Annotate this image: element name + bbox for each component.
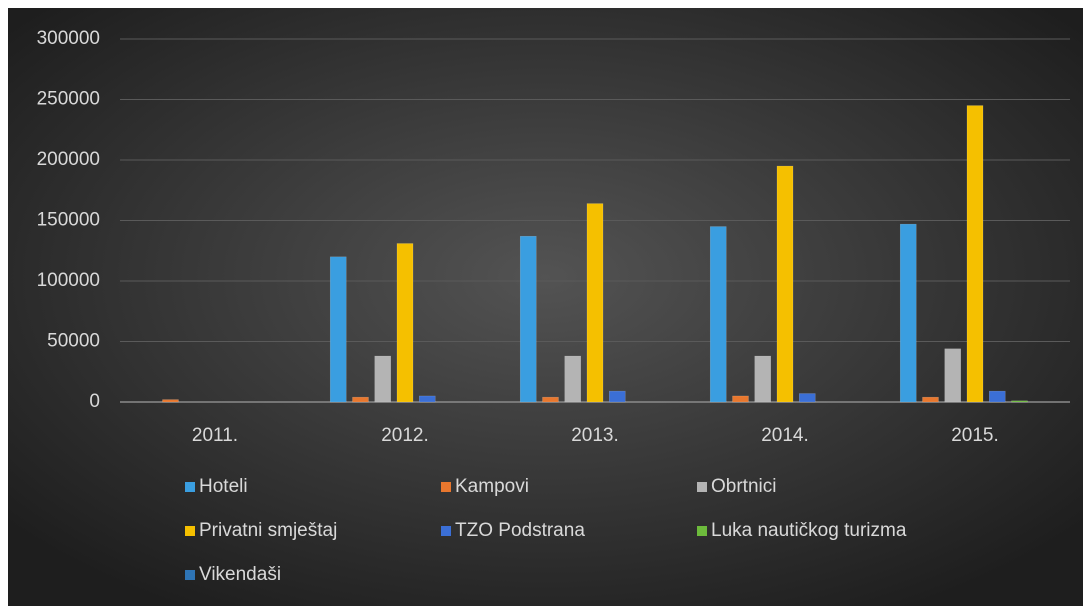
legend-swatch: [185, 526, 195, 536]
bar: [776, 165, 794, 403]
bar: [564, 355, 582, 403]
y-tick-label: 0: [89, 391, 100, 412]
bar: [608, 390, 626, 403]
bar: [162, 399, 179, 403]
bar: [944, 348, 962, 403]
bar: [352, 396, 369, 403]
bar: [754, 355, 772, 403]
legend-swatch: [697, 526, 707, 536]
bar: [922, 396, 939, 403]
bar: [966, 105, 984, 403]
legend-swatch: [185, 482, 195, 492]
x-tick-label: 2014.: [761, 425, 809, 446]
legend-swatch: [185, 570, 195, 580]
bar: [329, 256, 347, 403]
y-tick-label: 150000: [37, 210, 100, 231]
bar: [732, 395, 749, 403]
bar: [396, 243, 414, 403]
y-tick-label: 50000: [47, 331, 100, 352]
y-tick-label: 200000: [37, 149, 100, 170]
legend-label: Hoteli: [199, 476, 248, 497]
bar: [418, 395, 436, 403]
legend-label: Privatni smještaj: [199, 520, 337, 541]
bar: [586, 203, 604, 403]
y-tick-label: 100000: [37, 270, 100, 291]
bar: [709, 226, 727, 403]
y-tick-label: 250000: [37, 89, 100, 110]
legend-swatch: [441, 526, 451, 536]
legend-swatch: [697, 482, 707, 492]
x-tick-label: 2015.: [951, 425, 999, 446]
bar: [1011, 400, 1028, 403]
legend-swatch: [441, 482, 451, 492]
legend-label: Luka nautičkog turizma: [711, 520, 907, 541]
legend-label: TZO Podstrana: [455, 520, 585, 541]
bar: [798, 393, 816, 403]
bar: [519, 235, 537, 403]
bar: [988, 390, 1006, 403]
x-tick-label: 2013.: [571, 425, 619, 446]
legend-label: Vikendaši: [199, 564, 281, 585]
y-tick-label: 300000: [37, 28, 100, 49]
bar: [374, 355, 392, 403]
legend-label: Obrtnici: [711, 476, 776, 497]
chart-background: [8, 8, 1083, 606]
bar: [542, 396, 559, 403]
bar: [899, 223, 917, 403]
x-tick-label: 2011.: [192, 425, 238, 446]
x-tick-label: 2012.: [381, 425, 429, 446]
legend-label: Kampovi: [455, 476, 529, 497]
